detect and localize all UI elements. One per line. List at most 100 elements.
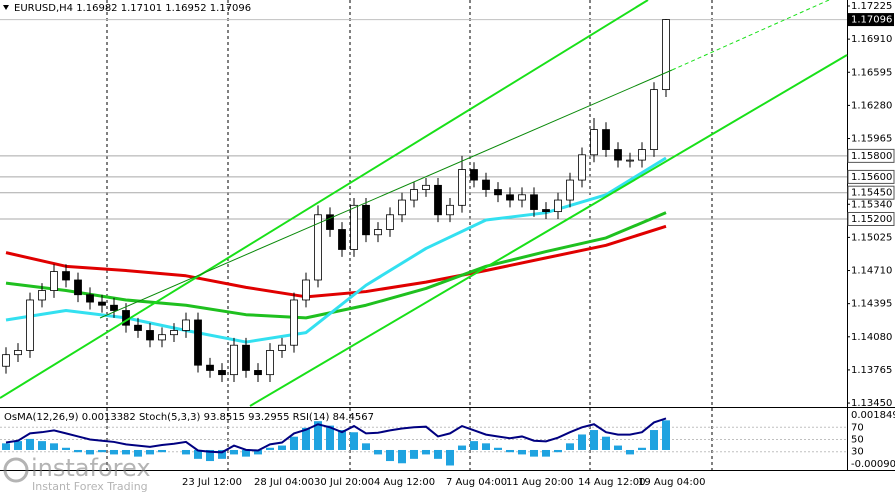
y-tick-label: 1.14080 — [851, 332, 892, 343]
indicator-pane — [0, 417, 847, 466]
candle-body — [134, 324, 142, 331]
candle-body — [170, 330, 178, 336]
x-tick-label: 7 Aug 04:00 — [446, 477, 507, 488]
level-box — [847, 211, 895, 226]
candle-body — [110, 304, 118, 311]
candle-body — [62, 271, 70, 281]
x-tick-label: 4 Aug 12:00 — [374, 477, 435, 488]
candle-body — [470, 169, 478, 181]
osma-bar — [374, 449, 382, 455]
candle-body — [158, 334, 166, 341]
osma-bar — [218, 449, 226, 459]
level-label: 1.15450 — [851, 188, 892, 199]
rsi-tick-label: 30 — [851, 447, 864, 458]
y-tick-label: 1.14710 — [851, 266, 892, 277]
osma-bar — [542, 449, 550, 457]
y-tick-label: 1.14395 — [851, 299, 892, 310]
osma-bar — [446, 449, 454, 466]
candle-body — [302, 279, 310, 301]
x-tick-label: 28 Jul 04:00 — [254, 477, 314, 488]
osma-bar — [314, 421, 322, 450]
osma-bar — [98, 449, 106, 453]
osma-bar — [626, 449, 634, 455]
candle-body — [626, 159, 634, 162]
osma-bar — [578, 434, 586, 450]
candle-body — [314, 214, 322, 281]
channel-lower — [249, 54, 848, 407]
candle-body — [230, 344, 238, 376]
watermark: instaforex Instant Forex Trading — [3, 454, 151, 493]
level-box — [847, 169, 895, 184]
osma-bar — [302, 427, 310, 450]
candle-body — [614, 149, 622, 161]
osma-bar — [494, 447, 502, 450]
osma-bar — [482, 443, 490, 450]
candle-body — [290, 299, 298, 346]
symbol-icon — [3, 5, 9, 10]
osma-bar — [50, 443, 58, 450]
rsi-line — [5, 417, 667, 454]
y-tick-label: 1.15025 — [851, 232, 892, 243]
candle-body — [266, 350, 274, 376]
y-tick-label: 1.15340 — [851, 199, 892, 210]
channel-upper — [0, 0, 649, 399]
osma-bar — [26, 438, 34, 450]
y2-tick-label: -0.0009035 — [851, 459, 895, 470]
osma-bar — [398, 449, 406, 464]
osma-bar — [326, 425, 334, 450]
osma-bar — [602, 436, 610, 450]
candle-body — [2, 354, 10, 367]
osma-bar — [74, 449, 82, 453]
candle-body — [434, 184, 442, 216]
osma-bar — [14, 441, 22, 450]
osma-bar — [194, 449, 202, 459]
last-price-box — [848, 13, 894, 27]
level-box — [847, 185, 895, 200]
rsi-tick-label: 70 — [851, 422, 864, 433]
osma-bar — [290, 436, 298, 450]
osma-bar — [338, 430, 346, 450]
x-tick-label: 23 Jul 12:00 — [182, 477, 242, 488]
osma-bar — [206, 449, 214, 462]
candle-body — [194, 319, 202, 366]
candle-body — [458, 169, 466, 206]
osma-bar — [230, 449, 238, 455]
candle-body — [650, 89, 658, 150]
osma-bar — [458, 445, 466, 450]
osma-bar — [134, 449, 142, 457]
y-tick-label: 1.13765 — [851, 365, 892, 376]
osma-bar — [38, 441, 46, 450]
y-tick-label: 1.16910 — [851, 34, 892, 45]
candle-body — [278, 344, 286, 351]
osma-bar — [62, 447, 70, 450]
osma-bar — [242, 449, 250, 457]
candle-body — [98, 301, 106, 306]
candle-body — [554, 199, 562, 213]
y2-tick-label: 0.0018495 — [851, 410, 895, 421]
osma-bar — [410, 449, 418, 459]
x-tick-label: 30 Jul 20:00 — [314, 477, 374, 488]
candle-body — [578, 154, 586, 181]
rsi-tick-label: 50 — [851, 435, 864, 446]
channel-middle — [99, 69, 673, 319]
osma-bar — [590, 430, 598, 450]
indicator-title: OsMA(12,26,9) 0.0013382 Stoch(5,3,3) 93.… — [4, 412, 374, 423]
osma-bar — [506, 449, 514, 453]
candle-body — [482, 179, 490, 190]
candle-body — [506, 194, 514, 201]
osma-bar — [638, 447, 646, 450]
candle-body — [26, 299, 34, 351]
candle-body — [326, 214, 334, 230]
y-tick-label: 1.17225 — [851, 1, 892, 12]
candle-body — [638, 149, 646, 161]
osma-bar — [110, 449, 118, 455]
candle-body — [74, 279, 82, 296]
osma-bar — [530, 449, 538, 457]
candle-body — [386, 214, 394, 230]
moving-average — [5, 224, 667, 299]
osma-bar — [146, 449, 154, 455]
osma-bar — [122, 449, 130, 455]
candle-body — [50, 271, 58, 291]
